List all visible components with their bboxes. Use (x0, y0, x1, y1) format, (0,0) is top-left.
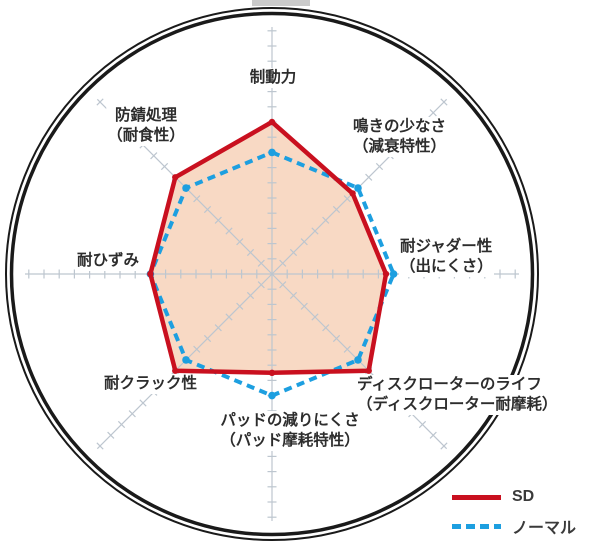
axis-label-braking-power: 制動力 (248, 68, 298, 88)
disc-rim-top-chord (252, 0, 310, 6)
sd-point-markers (147, 118, 390, 376)
legend: SD ノーマル (452, 487, 577, 537)
axis-label-rotor-life: ディスクローターのライフ （ディスクローター耐摩耗） (356, 375, 559, 415)
legend-item-normal: ノーマル (452, 516, 577, 537)
normal-dashed-line-icon (452, 523, 501, 529)
axis-label-rust-prevention: 防錆処理 （耐食性） (106, 106, 186, 146)
axis-label-distortion-resistance: 耐ひずみ (75, 251, 140, 271)
sd-solid-line-icon (452, 494, 501, 500)
legend-item-sd: SD (452, 487, 576, 507)
disc-rim-outer (5, 7, 539, 541)
disc-rim-inner (9, 11, 535, 537)
legend-label-sd: SD (512, 488, 535, 505)
axis-label-low-squeal: 鳴きの少なさ （減衰特性） (352, 117, 448, 157)
axis-label-pad-wear: パッドの減りにくさ （パッド摩耗特性） (219, 411, 361, 451)
sd-area-fill (150, 122, 386, 373)
legend-label-normal: ノーマル (512, 520, 577, 537)
axis-label-judder-resistance: 耐ジャダー性 （出にくさ） (399, 237, 494, 277)
axis-label-crack-resistance: 耐クラック性 (102, 374, 198, 394)
